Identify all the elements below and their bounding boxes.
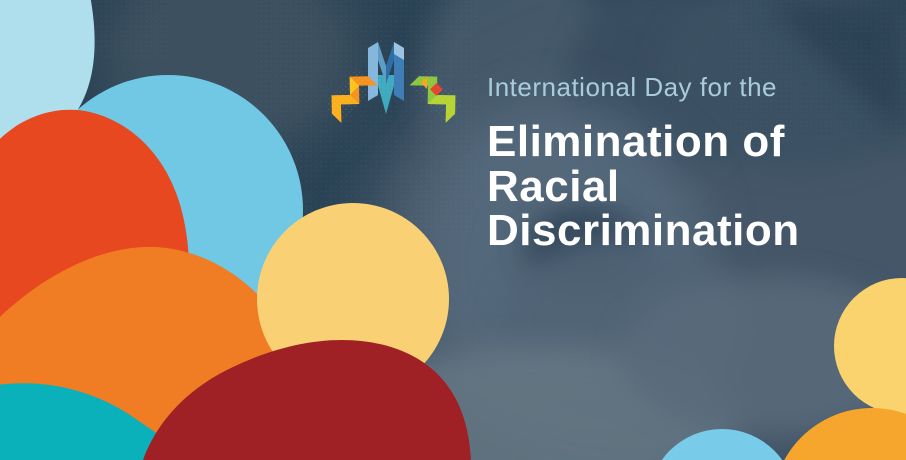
headline-block: International Day for the Elimination of… [487,72,887,254]
blob-corner-light-yellow [834,278,906,414]
blob-teal [0,383,198,460]
title-line-1: Elimination of [487,117,785,166]
logo-left-wing [327,67,378,123]
kicker-text: International Day for the [487,72,777,102]
blob-amber [784,408,906,460]
logo-right-wing [409,67,460,123]
blob-bottom-sky-blue [661,429,783,460]
blob-dark-red [143,339,471,460]
logo-teal-dots [377,75,395,95]
page-title: Elimination of Racial Discrimination [487,117,887,255]
maple-leaf-logo-icon [327,42,460,123]
title-line-3: Discrimination [487,206,800,255]
title-line-2: Racial [487,161,620,211]
